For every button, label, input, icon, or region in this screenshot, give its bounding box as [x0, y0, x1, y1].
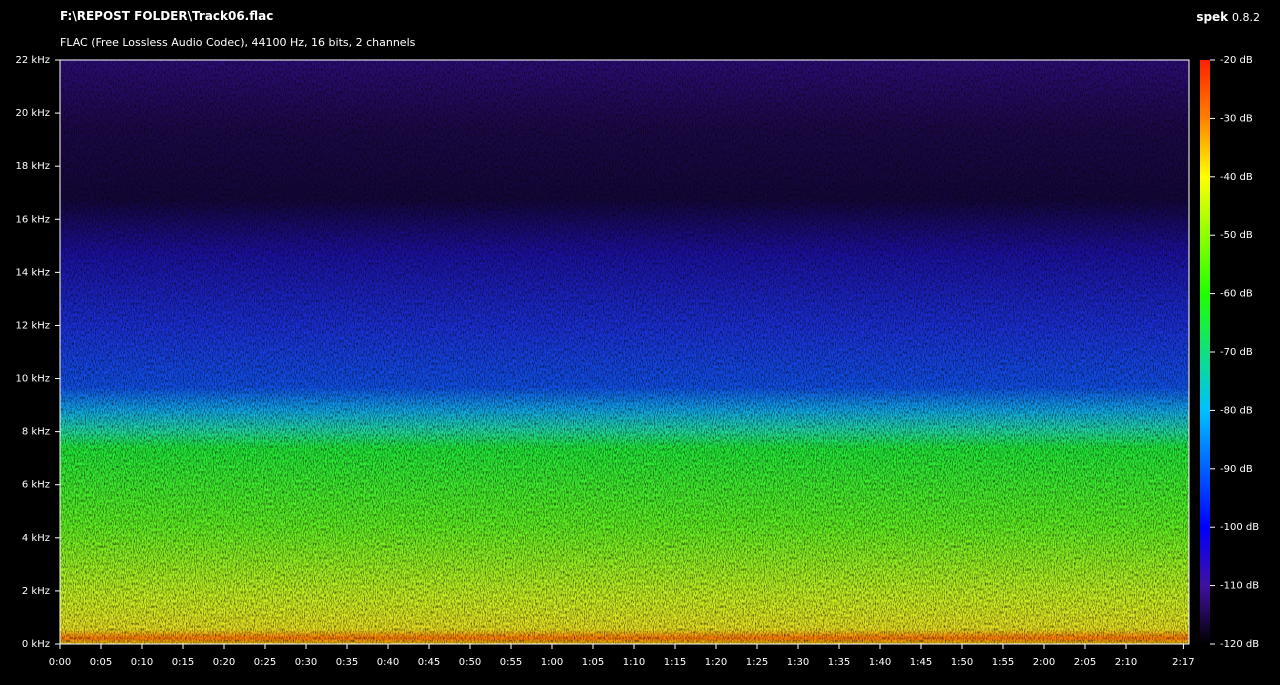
y-tick-label: 12 kHz: [16, 320, 50, 331]
level-tick-label: -80 dB: [1220, 405, 1253, 416]
x-tick-label: 1:25: [746, 657, 768, 668]
x-tick-label: 1:05: [582, 657, 604, 668]
level-tick-label: -40 dB: [1220, 172, 1253, 183]
x-tick-label: 0:35: [336, 657, 358, 668]
y-tick-label: 16 kHz: [16, 214, 50, 225]
x-tick-label: 1:50: [951, 657, 973, 668]
level-tick-label: -20 dB: [1220, 55, 1253, 66]
level-tick-label: -70 dB: [1220, 347, 1253, 358]
x-tick-label: 0:00: [49, 657, 71, 668]
x-tick-label: 0:20: [213, 657, 235, 668]
y-tick-label: 4 kHz: [22, 533, 50, 544]
x-tick-label: 1:55: [992, 657, 1014, 668]
y-tick-label: 14 kHz: [16, 267, 50, 278]
x-tick-label: 0:55: [500, 657, 522, 668]
level-tick-label: -120 dB: [1220, 639, 1259, 650]
x-tick-label: 2:00: [1033, 657, 1055, 668]
file-info: FLAC (Free Lossless Audio Codec), 44100 …: [60, 36, 416, 49]
x-tick-label: 0:15: [172, 657, 194, 668]
x-tick-label: 2:05: [1074, 657, 1096, 668]
x-tick-label: 0:25: [254, 657, 276, 668]
level-tick-label: -30 dB: [1220, 113, 1253, 124]
y-tick-label: 0 kHz: [22, 639, 50, 650]
x-tick-label: 0:50: [459, 657, 481, 668]
x-tick-label: 1:15: [664, 657, 686, 668]
x-tick-label: 1:40: [869, 657, 891, 668]
y-tick-label: 18 kHz: [16, 161, 50, 172]
plot-frame: [59, 59, 1190, 645]
y-tick-label: 2 kHz: [22, 586, 50, 597]
y-tick-label: 6 kHz: [22, 480, 50, 491]
app-label: spek 0.8.2: [1196, 10, 1260, 24]
y-tick-label: 8 kHz: [22, 427, 50, 438]
x-tick-label: 2:10: [1115, 657, 1137, 668]
x-tick-label: 1:30: [787, 657, 809, 668]
level-tick-label: -90 dB: [1220, 464, 1253, 475]
x-tick-label: 2:17: [1172, 657, 1194, 668]
y-tick-label: 10 kHz: [16, 374, 50, 385]
x-tick-label: 0:45: [418, 657, 440, 668]
file-title: F:\REPOST FOLDER\Track06.flac: [60, 9, 274, 23]
x-tick-label: 1:00: [541, 657, 563, 668]
x-tick-label: 1:10: [623, 657, 645, 668]
x-tick-label: 0:05: [90, 657, 112, 668]
level-tick-label: -60 dB: [1220, 289, 1253, 300]
y-tick-label: 20 kHz: [16, 108, 50, 119]
app-version: 0.8.2: [1232, 11, 1260, 24]
level-tick-label: -50 dB: [1220, 230, 1253, 241]
x-tick-label: 0:10: [131, 657, 153, 668]
x-tick-label: 0:40: [377, 657, 399, 668]
spectrogram-texture: [60, 60, 1189, 644]
x-tick-label: 1:20: [705, 657, 727, 668]
y-tick-label: 22 kHz: [16, 55, 50, 66]
x-tick-label: 0:30: [295, 657, 317, 668]
level-tick-label: -100 dB: [1220, 522, 1259, 533]
color-bar: [1200, 60, 1210, 644]
app-name: spek: [1196, 10, 1229, 24]
x-tick-label: 1:35: [828, 657, 850, 668]
level-tick-label: -110 dB: [1220, 581, 1259, 592]
x-tick-label: 1:45: [910, 657, 932, 668]
